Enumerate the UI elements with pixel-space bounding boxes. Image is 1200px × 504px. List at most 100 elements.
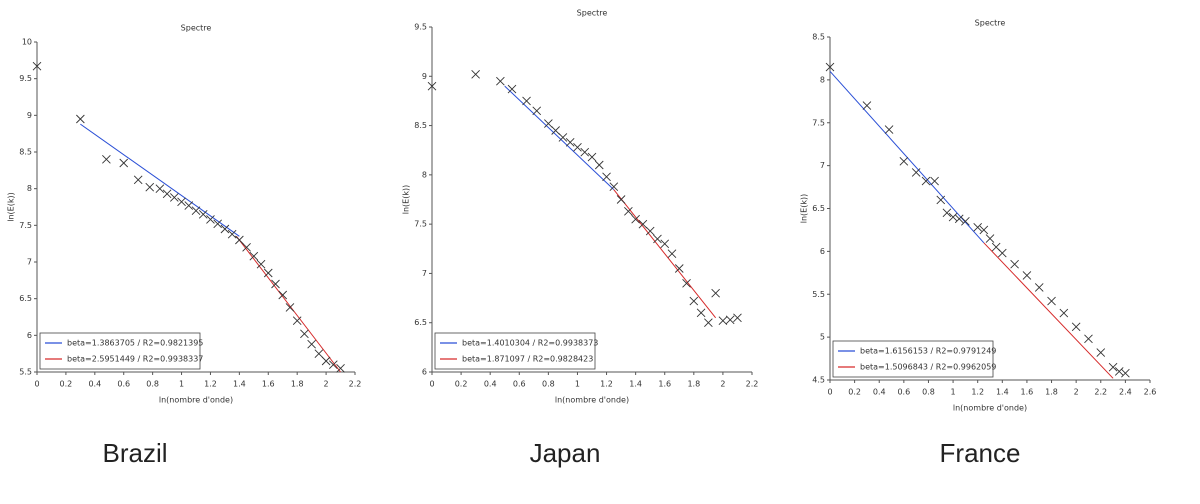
data-point xyxy=(725,315,735,325)
data-point xyxy=(292,316,302,325)
data-point xyxy=(198,210,208,219)
y-tick-label: 5 xyxy=(820,333,825,342)
data-point xyxy=(631,214,640,224)
y-tick-label: 8 xyxy=(27,184,32,193)
data-point xyxy=(263,268,273,278)
data-point xyxy=(249,251,259,261)
data-point xyxy=(133,175,143,185)
data-point xyxy=(653,234,662,244)
data-point xyxy=(884,125,894,134)
x-tick-label: 2.2 xyxy=(349,380,362,389)
data-point xyxy=(616,195,626,204)
data-point xyxy=(573,142,582,152)
data-point xyxy=(948,212,958,222)
chart: Spectre 6 6.5 7 7.5 8 8.5 9 9.5 0 0.2 0.4 0.6 0.8 1 1.2… xyxy=(402,9,759,468)
data-point xyxy=(191,206,201,215)
data-point xyxy=(119,158,129,168)
y-tick-label: 7.5 xyxy=(414,220,427,229)
chart: Spectre 4.5 5 5.5 6 6.5 7 7.5 8 8.5 0 0.2 0.4 0.6 0.8 1… xyxy=(800,19,1157,468)
y-axis-label: ln(E(k)) xyxy=(800,194,809,223)
y-tick-label: 4.5 xyxy=(812,376,825,385)
data-point xyxy=(76,114,85,124)
data-point xyxy=(1071,322,1081,332)
data-point xyxy=(314,349,324,358)
caption: Brazil xyxy=(102,438,167,468)
data-point xyxy=(328,360,338,369)
legend-box xyxy=(39,332,201,370)
fit-line xyxy=(829,70,985,244)
y-tick-label: 7.5 xyxy=(812,118,825,127)
data-point xyxy=(206,215,215,224)
y-tick-label: 7 xyxy=(820,161,825,170)
legend-label: beta=2.5951449 / R2=0.9938337 xyxy=(67,355,203,364)
data-point xyxy=(936,195,946,205)
x-tick-label: 0.2 xyxy=(60,380,73,389)
data-point xyxy=(942,208,952,218)
data-point xyxy=(427,81,437,91)
x-tick-label: 0.2 xyxy=(455,380,468,389)
data-point xyxy=(256,259,266,269)
data-point xyxy=(522,96,531,106)
x-tick-label: 0.6 xyxy=(897,388,910,397)
fit-line xyxy=(613,189,717,319)
x-tick-label: 2 xyxy=(1074,388,1079,397)
x-tick-label: 1.6 xyxy=(658,380,671,389)
x-axis-label: ln(nombre d'onde) xyxy=(159,396,233,405)
data-point xyxy=(862,101,872,110)
data-point xyxy=(696,308,706,318)
data-point xyxy=(609,182,619,192)
data-point xyxy=(997,248,1007,258)
fit-line xyxy=(983,242,1114,379)
chart: Spectre 5.5 6 6.5 7 7.5 8 8.5 9 9.5 10 0 0.2 0.4 0.6 0.… xyxy=(7,24,362,468)
x-tick-label: 1.8 xyxy=(291,380,304,389)
fit-line xyxy=(504,85,615,191)
data-point xyxy=(638,219,648,229)
x-tick-label: 0 xyxy=(429,380,434,389)
chart-title: Spectre xyxy=(975,19,1006,28)
x-tick-label: 1.8 xyxy=(687,380,700,389)
data-point xyxy=(667,249,677,259)
data-point xyxy=(300,329,309,339)
y-tick-label: 6 xyxy=(820,247,825,256)
x-tick-label: 1.6 xyxy=(262,380,275,389)
data-point xyxy=(565,138,575,147)
data-point xyxy=(285,303,295,312)
data-point xyxy=(1010,259,1019,269)
fit-line xyxy=(236,236,341,373)
data-point xyxy=(471,69,480,79)
y-tick-label: 6.5 xyxy=(19,294,32,303)
data-point xyxy=(102,155,111,164)
x-axis-label: ln(nombre d'onde) xyxy=(555,396,629,405)
chart-title: Spectre xyxy=(181,24,212,33)
data-point xyxy=(704,318,713,328)
data-point xyxy=(242,243,251,252)
data-point xyxy=(336,364,345,373)
x-tick-label: 1.2 xyxy=(971,388,984,397)
y-tick-label: 8 xyxy=(820,75,825,84)
data-point xyxy=(979,225,989,235)
x-tick-label: 0 xyxy=(827,388,832,397)
x-tick-label: 2.2 xyxy=(1094,388,1107,397)
data-point xyxy=(1034,283,1044,292)
y-tick-label: 8.5 xyxy=(19,148,32,157)
data-point xyxy=(602,172,611,182)
y-tick-label: 9 xyxy=(422,72,427,81)
x-tick-label: 1 xyxy=(951,388,956,397)
x-tick-label: 0.2 xyxy=(848,388,861,397)
x-tick-label: 2.4 xyxy=(1119,388,1132,397)
data-point xyxy=(660,239,670,249)
y-tick-label: 8 xyxy=(422,170,427,179)
data-point xyxy=(532,106,542,116)
data-point xyxy=(624,207,633,216)
legend-label: beta=1.3863705 / R2=0.9821395 xyxy=(67,339,203,348)
x-tick-label: 1.4 xyxy=(233,380,246,389)
x-tick-label: 1.8 xyxy=(1045,388,1058,397)
data-point xyxy=(162,189,172,199)
data-point xyxy=(271,279,280,289)
y-axis-label: ln(E(k)) xyxy=(402,185,411,214)
data-point xyxy=(954,214,964,224)
data-point xyxy=(169,193,179,202)
y-tick-label: 7.5 xyxy=(19,221,32,230)
x-axis-label: ln(nombre d'onde) xyxy=(953,404,1027,413)
